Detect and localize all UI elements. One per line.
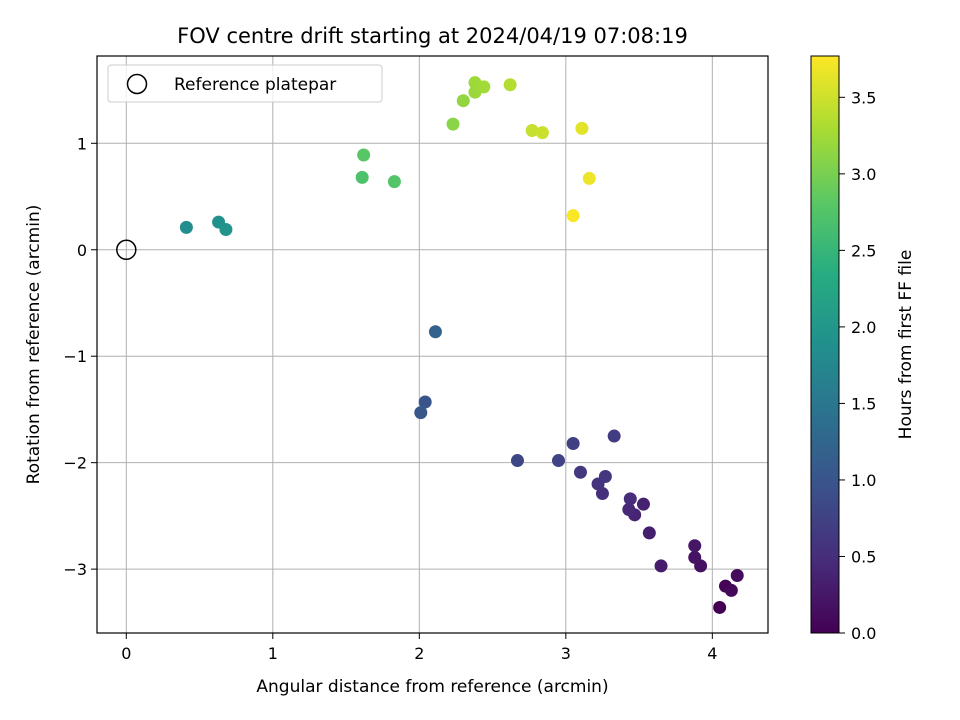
scatter-point (456, 94, 470, 108)
scatter-point (525, 124, 539, 138)
y-axis-title: Rotation from reference (arcmin) (24, 205, 44, 485)
scatter-point (477, 80, 491, 94)
x-axis-ticks: 0 1 2 3 4 (121, 633, 717, 663)
colorbar-tick-label: 1.0 (851, 471, 876, 490)
scatter-point (414, 406, 428, 420)
scatter-point (573, 465, 587, 479)
x-tick-label: 4 (707, 644, 717, 663)
scatter-point (724, 583, 738, 597)
y-axis-ticks: 1 0 −1 −2 −3 (63, 134, 97, 579)
scatter-point (730, 569, 744, 583)
colorbar-tick-label: 2.0 (851, 318, 876, 337)
scatter-point (446, 117, 460, 131)
scatter-point (607, 429, 621, 443)
legend-reference-marker (126, 73, 148, 95)
scatter-point (510, 454, 524, 468)
scatter-point (622, 503, 636, 517)
colorbar-tick-label: 0.5 (851, 547, 876, 566)
scatter-point (566, 437, 580, 451)
colorbar-tick-label: 0.0 (851, 624, 876, 643)
y-tick-label: −1 (63, 347, 87, 366)
scatter-point (357, 148, 371, 162)
colorbar-tick-label: 1.5 (851, 394, 876, 413)
colorbar-tick-label: 3.5 (851, 88, 876, 107)
x-tick-label: 3 (561, 644, 571, 663)
legend: Reference platepar (107, 64, 383, 103)
legend-entry-label: Reference platepar (174, 75, 336, 95)
scatter-point (179, 220, 193, 234)
scatter-point (535, 126, 549, 140)
scatter-point (428, 325, 442, 339)
colorbar-tick-label: 2.5 (851, 241, 876, 260)
scatter-point (575, 121, 589, 135)
scatter-point (355, 170, 369, 184)
scatter-point (688, 539, 702, 553)
colorbar-tick-label: 3.0 (851, 165, 876, 184)
scatter-point (598, 470, 612, 484)
plot-frame (96, 55, 769, 634)
colorbar-title: Hours from first FF file (896, 250, 916, 440)
scatter-point (623, 492, 637, 506)
scatter-point (688, 550, 702, 564)
x-tick-label: 2 (414, 644, 424, 663)
scatter-point (582, 171, 596, 185)
scatter-point (387, 175, 401, 189)
scatter-point (418, 395, 432, 409)
x-tick-label: 0 (121, 644, 131, 663)
chart-title: FOV centre drift starting at 2024/04/19 … (177, 24, 688, 48)
scatter-points (179, 76, 744, 614)
y-tick-label: 0 (77, 241, 87, 260)
x-tick-label: 1 (268, 644, 278, 663)
colorbar: 0.0 0.5 1.0 1.5 2.0 2.5 3.0 3.5 Hours from firs… (810, 55, 916, 643)
scatter-point (503, 78, 517, 92)
x-axis-title: Angular distance from reference (arcmin) (256, 677, 608, 697)
scatter-point (713, 600, 727, 614)
colorbar-gradient (810, 55, 840, 634)
scatter-point (551, 454, 565, 468)
scatter-point (654, 559, 668, 573)
reference-platepar-marker (116, 239, 137, 261)
scatter-point (642, 526, 656, 540)
legend-box (107, 64, 383, 103)
y-tick-label: 1 (77, 134, 87, 153)
y-tick-label: −3 (63, 560, 87, 579)
colorbar-ticks: 0.0 0.5 1.0 1.5 2.0 2.5 3.0 3.5 (839, 88, 876, 643)
scatter-point (636, 497, 650, 511)
grid-lines (97, 56, 768, 633)
reference-marker-layer (116, 239, 137, 261)
scatter-point (566, 209, 580, 223)
y-tick-label: −2 (63, 454, 87, 473)
scatter-point (219, 223, 233, 237)
